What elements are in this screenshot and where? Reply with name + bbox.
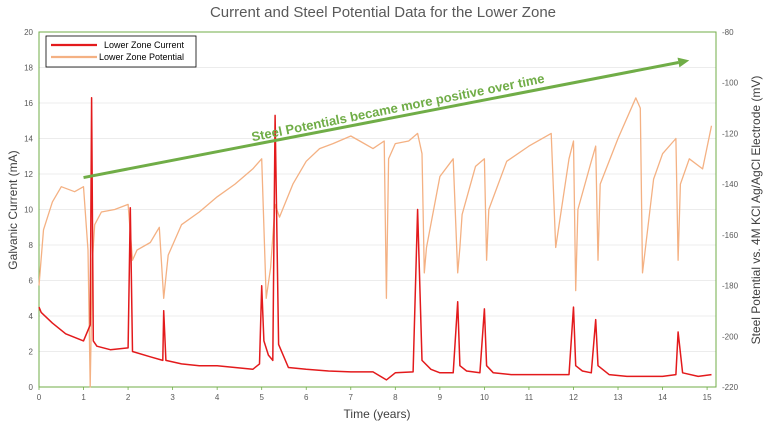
gridlines <box>38 31 716 390</box>
annotation: Steel Potentials became more positive ov… <box>83 57 690 180</box>
y-tick-left-12: 12 <box>24 170 33 179</box>
y-tick-right--100: -100 <box>722 79 739 88</box>
trend-annotation-text: Steel Potentials became more positive ov… <box>250 71 545 145</box>
trend-arrow <box>83 61 679 180</box>
legend-label-potential: Lower Zone Potential <box>99 52 184 62</box>
x-tick-11: 11 <box>525 393 534 402</box>
x-tick-7: 7 <box>349 393 354 402</box>
x-tick-9: 9 <box>438 393 443 402</box>
x-axis-label: Time (years) <box>344 407 411 421</box>
y-tick-left-18: 18 <box>24 64 33 73</box>
x-tick-3: 3 <box>170 393 175 402</box>
y-tick-right--180: -180 <box>722 282 739 291</box>
trend-arrow-head <box>677 57 690 68</box>
tick-labels: 02468101214161820-220-200-180-160-140-12… <box>24 28 738 402</box>
plot-frame <box>38 31 717 388</box>
x-tick-5: 5 <box>259 393 264 402</box>
x-tick-0: 0 <box>37 393 42 402</box>
x-tick-6: 6 <box>304 393 309 402</box>
legend: Lower Zone Current Lower Zone Potential <box>45 35 197 68</box>
y-tick-right--160: -160 <box>722 231 739 240</box>
chart-title: Current and Steel Potential Data for the… <box>210 4 556 21</box>
y-tick-right--220: -220 <box>722 383 739 392</box>
y-tick-right--80: -80 <box>722 28 734 37</box>
y-axis-label-right: Steel Potential vs. 4M KCl Ag/AgCl Elect… <box>749 76 763 345</box>
y-tick-left-2: 2 <box>29 348 34 357</box>
y-tick-left-0: 0 <box>29 383 34 392</box>
y-tick-left-10: 10 <box>24 206 33 215</box>
x-tick-4: 4 <box>215 393 220 402</box>
y-tick-right--120: -120 <box>722 129 739 138</box>
x-tick-2: 2 <box>126 393 131 402</box>
x-tick-15: 15 <box>703 393 712 402</box>
y-tick-left-8: 8 <box>29 241 34 250</box>
series-line-potential <box>38 97 713 388</box>
x-tick-1: 1 <box>81 393 86 402</box>
legend-box <box>45 35 197 68</box>
series-layer <box>38 96 713 388</box>
x-tick-14: 14 <box>658 393 667 402</box>
legend-label-current: Lower Zone Current <box>104 40 185 50</box>
series-line-current <box>38 96 712 381</box>
x-tick-8: 8 <box>393 393 398 402</box>
x-tick-10: 10 <box>480 393 489 402</box>
y-tick-left-4: 4 <box>29 312 34 321</box>
y-tick-left-14: 14 <box>24 135 33 144</box>
x-tick-13: 13 <box>614 393 623 402</box>
y-tick-left-16: 16 <box>24 99 33 108</box>
y-tick-left-6: 6 <box>29 277 34 286</box>
y-tick-right--200: -200 <box>722 332 739 341</box>
y-axis-label-left: Galvanic Current (mA) <box>6 150 20 269</box>
y-tick-left-20: 20 <box>24 28 33 37</box>
x-tick-12: 12 <box>569 393 578 402</box>
y-tick-right--140: -140 <box>722 180 739 189</box>
